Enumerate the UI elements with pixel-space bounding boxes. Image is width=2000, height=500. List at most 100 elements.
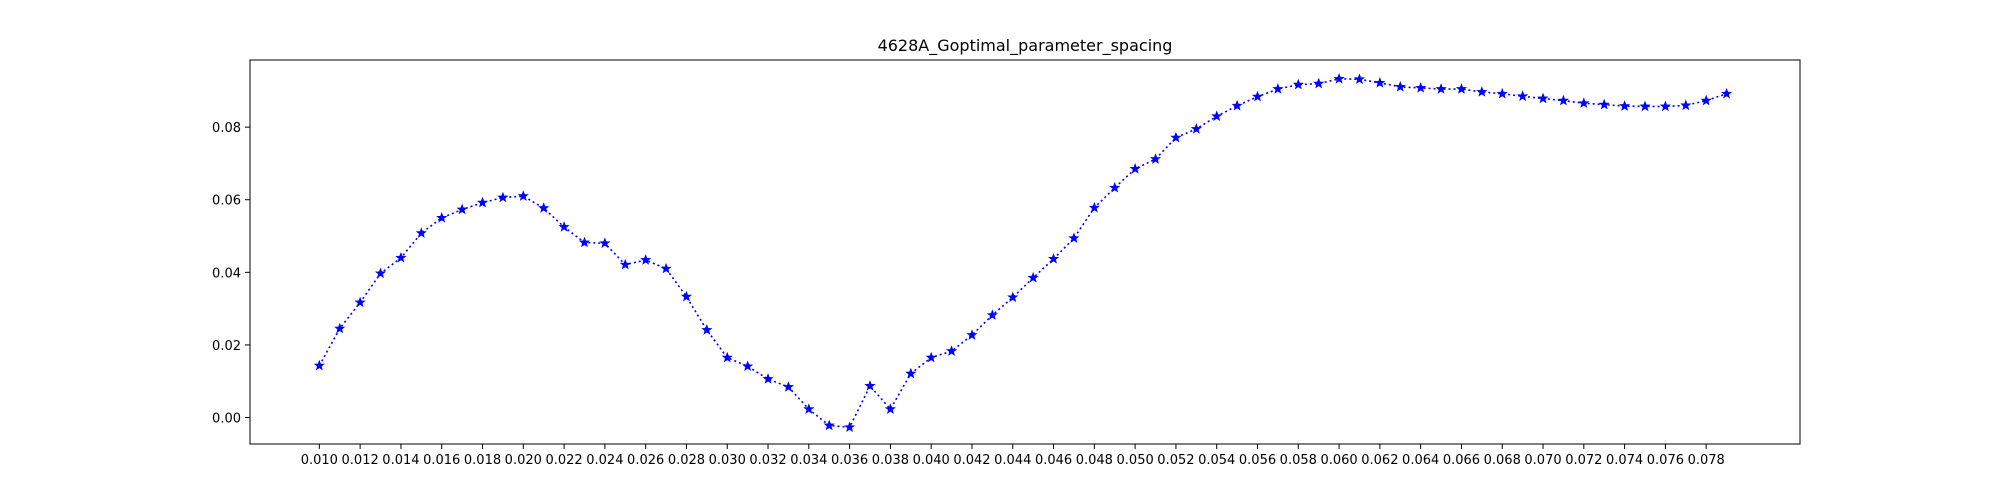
data-point-marker [456, 203, 468, 215]
data-point-marker [1598, 98, 1610, 110]
data-point-marker [1659, 100, 1671, 112]
data-point-marker [1027, 271, 1039, 283]
data-point-marker [1047, 253, 1060, 264]
x-tick-label: 0.022 [545, 453, 582, 468]
data-point-marker [1109, 181, 1121, 193]
data-point-marker [1129, 163, 1141, 174]
data-point-marker [1537, 92, 1549, 104]
data-point-marker [1496, 87, 1508, 99]
x-tick-label: 0.070 [1524, 453, 1561, 468]
x-tick-label: 0.044 [994, 453, 1031, 468]
data-point-marker [1394, 81, 1406, 92]
data-point-marker [558, 221, 570, 232]
series-line [318, 78, 1727, 429]
data-point-marker [1639, 100, 1651, 112]
y-tick-label: 0.00 [212, 412, 241, 427]
data-point-marker [1149, 153, 1162, 164]
data-point-marker [538, 202, 550, 213]
data-point-marker [619, 258, 631, 270]
data-point-marker [762, 373, 774, 384]
y-tick-label: 0.08 [212, 121, 241, 136]
data-point-marker [1557, 94, 1569, 106]
data-point-marker [1578, 97, 1590, 108]
x-tick-label: 0.038 [872, 453, 909, 468]
y-tick-label: 0.04 [212, 266, 241, 281]
data-point-marker [1251, 90, 1264, 102]
data-point-marker [721, 351, 733, 363]
data-point-marker [660, 262, 672, 274]
x-tick-label: 0.030 [709, 453, 746, 468]
x-tick-label: 0.052 [1157, 453, 1194, 468]
data-point-marker [395, 251, 407, 263]
data-point-marker [1272, 83, 1284, 94]
x-tick-label: 0.018 [464, 453, 501, 468]
data-point-marker [578, 236, 591, 248]
data-point-marker [599, 237, 611, 249]
data-point-marker [844, 421, 856, 433]
data-point-marker [1211, 110, 1223, 121]
data-point-marker [1374, 77, 1386, 88]
x-tick-label: 0.042 [953, 453, 990, 468]
data-point-marker [1700, 94, 1712, 106]
data-point-marker [742, 360, 754, 372]
x-tick-label: 0.058 [1280, 453, 1317, 468]
x-tick-label: 0.048 [1076, 453, 1113, 468]
data-point-marker [803, 403, 815, 414]
data-point-marker [476, 196, 489, 208]
data-point-marker [1517, 90, 1529, 102]
data-point-marker [884, 403, 896, 414]
data-point-marker [374, 267, 387, 279]
data-point-marker [1068, 232, 1080, 243]
data-point-marker [680, 290, 693, 302]
x-tick-label: 0.078 [1688, 453, 1725, 468]
data-point-marker [415, 227, 427, 238]
x-tick-label: 0.020 [505, 453, 542, 468]
data-point-marker [905, 367, 917, 379]
data-point-marker [436, 212, 448, 223]
data-point-marker [1088, 201, 1100, 213]
tick-layer: 0.010 0.012 0.014 0.016 0.018 0.020 0.022 0.024… [212, 121, 1725, 468]
x-tick-label: 0.062 [1361, 453, 1398, 468]
data-point-marker [1476, 86, 1488, 97]
x-tick-label: 0.054 [1198, 453, 1235, 468]
data-point-marker [1455, 83, 1468, 94]
x-tick-label: 0.050 [1117, 453, 1154, 468]
data-point-marker [1619, 100, 1631, 111]
x-tick-label: 0.028 [668, 453, 705, 468]
data-point-marker [1313, 77, 1325, 89]
x-tick-label: 0.064 [1402, 453, 1439, 468]
x-tick-label: 0.046 [1035, 453, 1072, 468]
data-point-marker [1333, 73, 1345, 84]
x-tick-label: 0.074 [1606, 453, 1643, 468]
data-point-marker [1680, 99, 1692, 111]
data-point-marker [354, 296, 366, 308]
x-tick-label: 0.072 [1565, 453, 1602, 468]
x-tick-label: 0.040 [913, 453, 950, 468]
x-tick-label: 0.060 [1320, 453, 1357, 468]
data-point-marker [1007, 291, 1019, 303]
y-tick-label: 0.06 [212, 194, 241, 209]
x-tick-label: 0.076 [1647, 453, 1684, 468]
data-point-marker [517, 190, 529, 201]
plot-frame [249, 59, 1801, 445]
series-layer [313, 73, 1733, 433]
x-tick-label: 0.056 [1239, 453, 1276, 468]
x-tick-label: 0.066 [1443, 453, 1480, 468]
data-point-marker [864, 380, 876, 391]
chart-title: 4628A_Goptimal_parameter_spacing [878, 36, 1173, 56]
data-point-marker [1170, 131, 1182, 143]
x-tick-label: 0.024 [586, 453, 623, 468]
data-point-marker [640, 254, 652, 265]
x-tick-label: 0.014 [382, 453, 419, 468]
data-point-marker [313, 359, 325, 371]
data-point-marker [701, 324, 713, 335]
data-point-marker [1435, 83, 1447, 94]
data-point-marker [334, 322, 346, 334]
data-point-marker [1190, 123, 1202, 134]
x-tick-label: 0.016 [423, 453, 460, 468]
data-point-marker [497, 191, 509, 203]
data-point-marker [986, 309, 998, 320]
x-tick-label: 0.010 [301, 453, 338, 468]
